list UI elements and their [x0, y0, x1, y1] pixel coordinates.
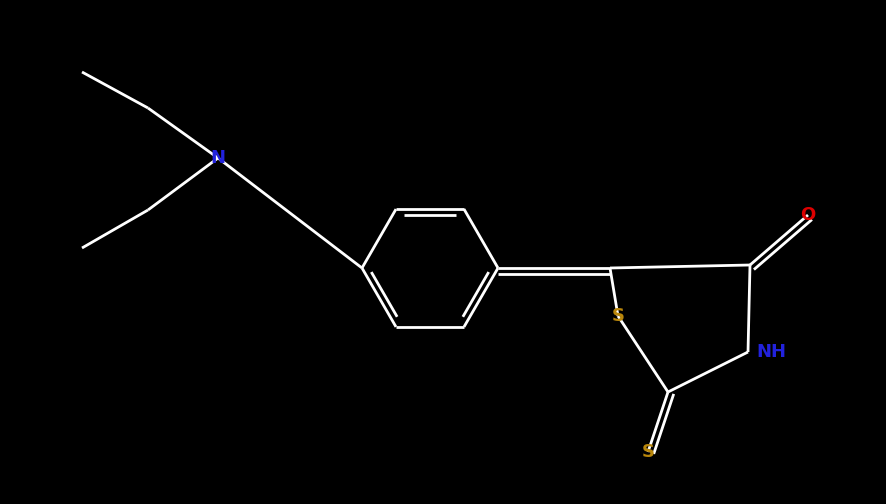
Text: NH: NH [756, 343, 786, 361]
Text: S: S [611, 307, 625, 325]
Text: O: O [800, 206, 816, 224]
Text: N: N [211, 149, 226, 167]
Text: S: S [641, 443, 655, 461]
